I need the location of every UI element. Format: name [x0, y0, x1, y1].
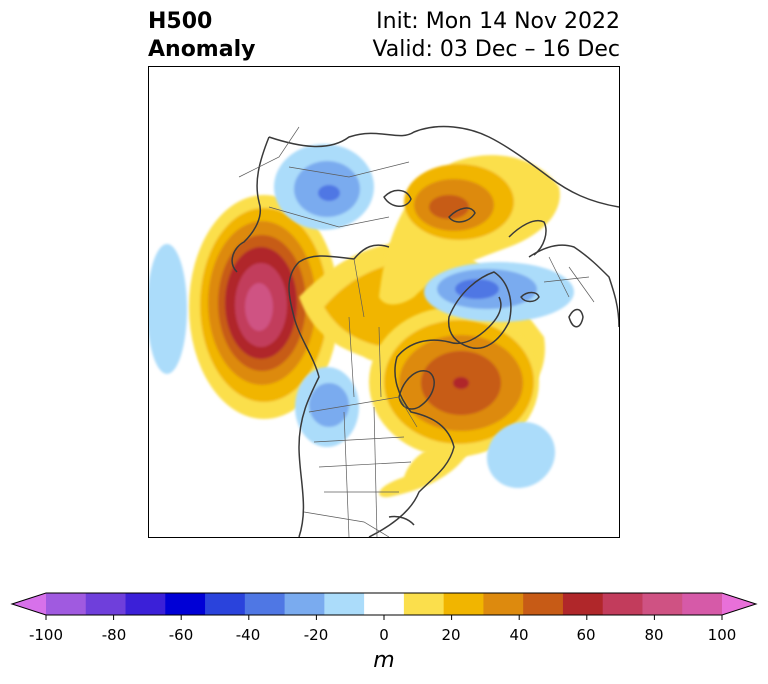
coast-britain: [568, 308, 584, 328]
colorbar-tick: 0: [379, 626, 389, 644]
anomaly-map: [148, 66, 620, 538]
colorbar-tick: -40: [235, 626, 261, 644]
colorbar-tick: 80: [644, 626, 664, 644]
border-canada-prov-1: [348, 316, 355, 398]
colorbar-bin: [682, 593, 723, 615]
colorbar-tick: 40: [509, 626, 529, 644]
coast-greenland: [447, 271, 512, 349]
colorbar-bin: [523, 593, 564, 615]
coast-scandinavia: [508, 220, 547, 256]
border-us-states-1: [313, 436, 405, 443]
colorbar-extend-min: [12, 593, 46, 615]
colorbar-bin: [165, 593, 206, 615]
border-alaska: [353, 258, 365, 318]
colorbar-extend-max: [722, 593, 756, 615]
colorbar-bin: [364, 593, 405, 615]
border-mexico: [303, 511, 390, 537]
trough-europe-c30: [455, 279, 499, 299]
init-date-label: Init: Mon 14 Nov 2022: [376, 9, 620, 34]
border-us-states-4: [343, 411, 350, 537]
colorbar: [0, 586, 768, 684]
ridge-eastcoast-c10: [379, 445, 469, 498]
political-borders: [238, 126, 595, 537]
coast-europe: [528, 244, 619, 328]
colorbar-tick: -20: [303, 626, 329, 644]
colorbar-bin: [403, 593, 445, 615]
colorbar-tick: 20: [441, 626, 461, 644]
chart-title-right: Init: Mon 14 Nov 2022 Valid: 03 Dec – 16…: [372, 8, 620, 64]
colorbar-bin: [85, 593, 127, 615]
border-us-states-5: [373, 406, 378, 537]
map-svg: [149, 125, 619, 537]
title-variable: H500: [148, 9, 213, 34]
border-us-states-2: [318, 461, 412, 468]
ridge-eastcoast: [379, 445, 469, 498]
trough-westnam-c20: [309, 383, 349, 427]
border-europe-2: [568, 266, 595, 303]
border-us-canada: [308, 396, 418, 428]
trough-atlantic: [486, 421, 556, 489]
colorbar-bin: [642, 593, 683, 615]
colorbar-bin: [125, 593, 166, 615]
border-europe-3: [543, 276, 590, 283]
colorbar-bin: [483, 593, 524, 615]
ridge-hudson-c50: [453, 377, 469, 389]
colorbar-bin: [244, 593, 286, 615]
border-china: [238, 126, 300, 178]
chart-title-left: H500 Anomaly: [148, 8, 255, 64]
border-canada-prov-2: [378, 326, 382, 398]
colorbar-tick: -100: [28, 626, 64, 644]
trough-atlantic-c10: [486, 421, 556, 489]
colorbar-tick: -80: [101, 626, 127, 644]
coast-caribbean: [388, 515, 415, 526]
border-russia-1: [288, 161, 410, 178]
coast-eurasia: [268, 125, 619, 208]
coast-na-west: [288, 244, 390, 537]
colorbar-bin: [46, 593, 87, 615]
coast-asia-east: [231, 136, 270, 273]
colorbar-bin: [324, 593, 365, 615]
coastlines: [231, 125, 619, 537]
trough-siberia: [274, 144, 374, 230]
colorbar-tick: -60: [168, 626, 194, 644]
trough-europe: [424, 262, 574, 322]
trough-farwest-c10: [149, 244, 187, 374]
coast-iceland: [520, 291, 540, 303]
ridge-eurasia: [379, 155, 560, 305]
title-anomaly: Anomaly: [148, 37, 256, 62]
ridge-pacific-c70: [245, 283, 273, 331]
coast-arctic-islands: [383, 189, 412, 207]
trough-westnam: [295, 367, 359, 447]
colorbar-svg: [10, 592, 758, 620]
coast-novaya: [448, 207, 476, 223]
border-europe-1: [548, 256, 570, 298]
colorbar-bin: [443, 593, 484, 615]
trough-farwest: [149, 244, 187, 374]
colorbar-bin: [205, 593, 246, 615]
colorbar-bin: [284, 593, 325, 615]
colorbar-tick: 100: [707, 626, 737, 644]
coast-hudson: [398, 370, 435, 410]
border-russia-2: [268, 206, 390, 228]
trough-siberia-c30: [318, 185, 340, 201]
colorbar-bin: [562, 593, 604, 615]
colorbar-unit: m: [373, 648, 395, 673]
colorbar-tick: 60: [576, 626, 596, 644]
ridge-eurasia-c40: [429, 195, 469, 219]
valid-range-label: Valid: 03 Dec – 16 Dec: [372, 37, 620, 62]
coast-na-east: [368, 296, 502, 537]
colorbar-bin: [602, 593, 643, 615]
